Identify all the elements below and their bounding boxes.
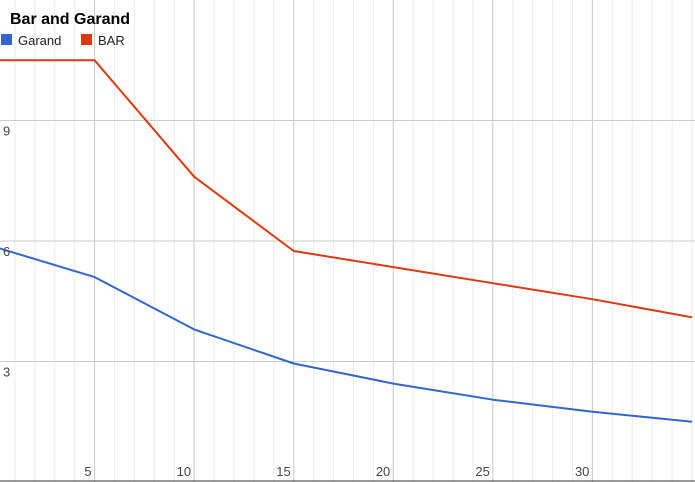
x-tick-label: 25 [475,464,489,479]
series-lines [0,59,693,423]
x-tick-label: 5 [84,464,91,479]
x-tick-label: 15 [276,464,290,479]
x-tick-label: 10 [177,464,191,479]
legend: Garand BAR [1,33,125,48]
series-line-bar[interactable] [0,59,693,319]
legend-item-bar[interactable]: BAR [81,33,125,48]
legend-swatch-bar [81,34,92,45]
x-tick-label: 30 [575,464,589,479]
y-tick-label: 6 [3,244,10,259]
legend-swatch-garand [1,34,12,45]
legend-item-garand[interactable]: Garand [1,33,61,48]
y-tick-label: 3 [3,365,10,380]
y-tick-label: 9 [3,124,10,139]
legend-label-bar: BAR [98,33,125,48]
legend-label-garand: Garand [18,33,61,48]
x-tick-label: 20 [376,464,390,479]
series-line-garand[interactable] [0,247,693,423]
chart-title: Bar and Garand [10,11,130,28]
tick-labels: 5 10 15 20 25 30 3 6 9 [3,124,589,480]
